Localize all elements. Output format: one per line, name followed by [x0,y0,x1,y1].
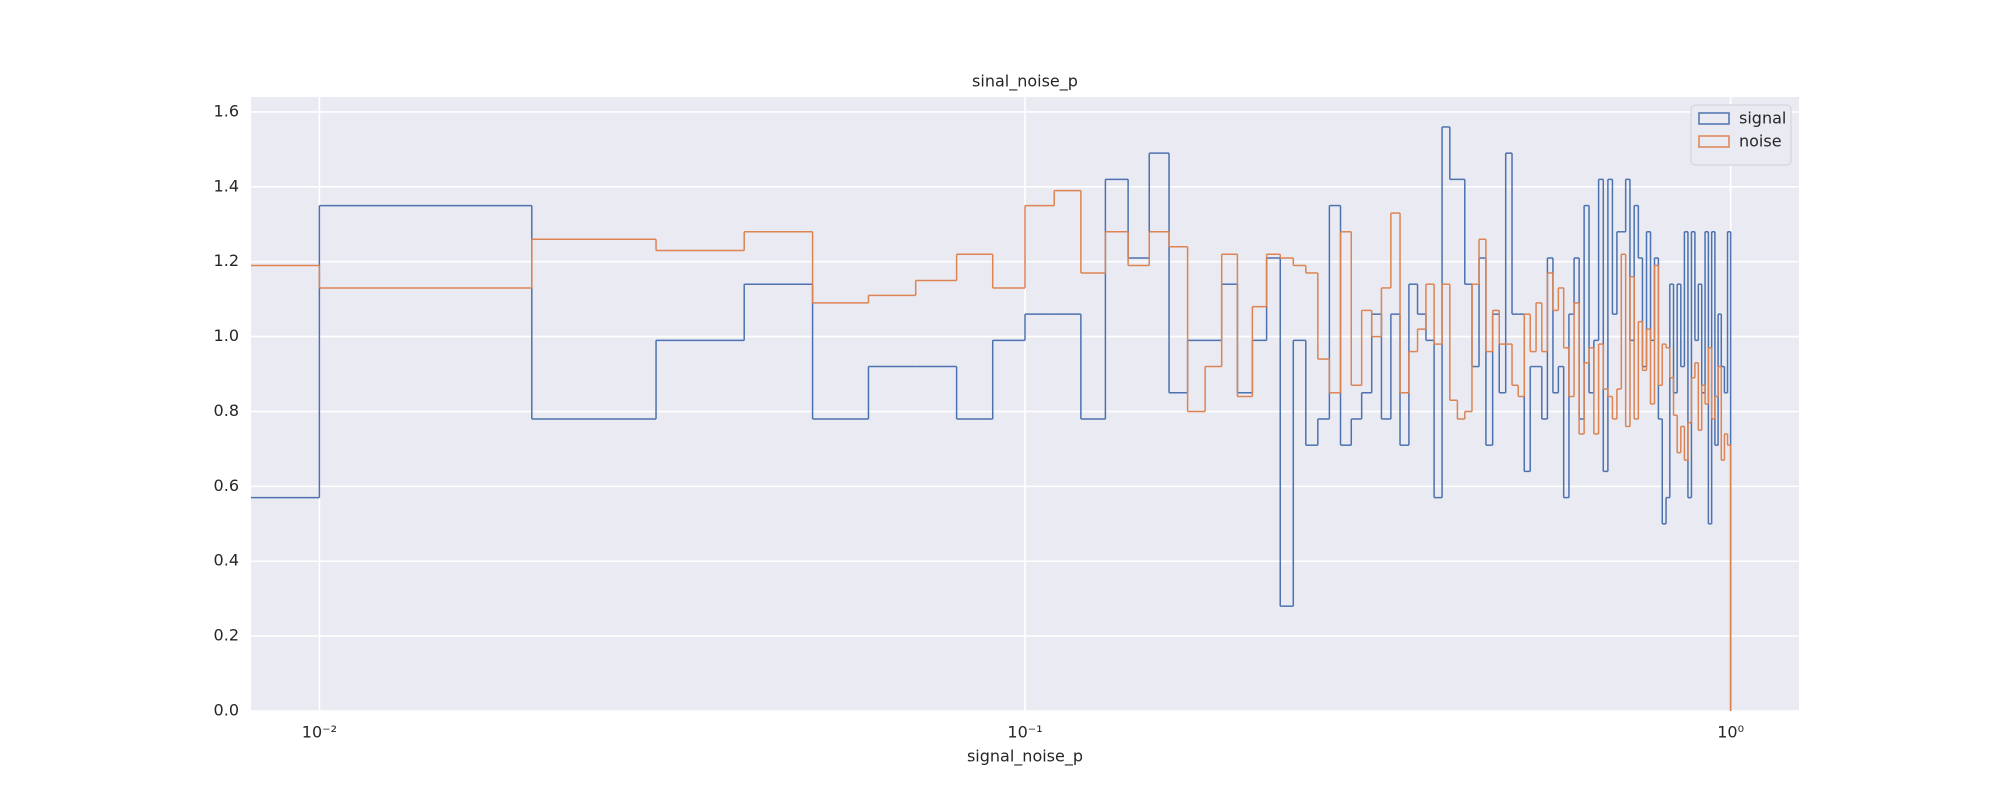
y-tick-label: 1.2 [214,251,239,270]
chart-title: sinal_noise_p [972,72,1078,92]
legend-swatch [1698,112,1730,125]
x-axis-label: signal_noise_p [967,747,1083,767]
x-tick-label: 10⁻² [302,723,337,742]
x-tick-label: 10⁻¹ [1007,723,1042,742]
y-tick-label: 0.0 [214,701,239,720]
histogram-series [251,126,1732,711]
y-tick-label: 1.0 [214,326,239,345]
y-tick-label: 0.6 [214,476,239,495]
legend-swatch [1698,135,1730,148]
legend-box [1690,104,1792,166]
y-tick-label: 0.4 [214,551,239,570]
legend-label: noise [1739,132,1782,151]
legend-label: signal [1739,109,1786,128]
x-tick-label: 10⁰ [1717,723,1744,742]
y-tick-label: 0.2 [214,626,239,645]
histogram-series [251,189,1732,711]
y-tick-label: 1.6 [214,101,239,120]
y-tick-label: 1.4 [214,176,239,195]
y-tick-label: 0.8 [214,401,239,420]
